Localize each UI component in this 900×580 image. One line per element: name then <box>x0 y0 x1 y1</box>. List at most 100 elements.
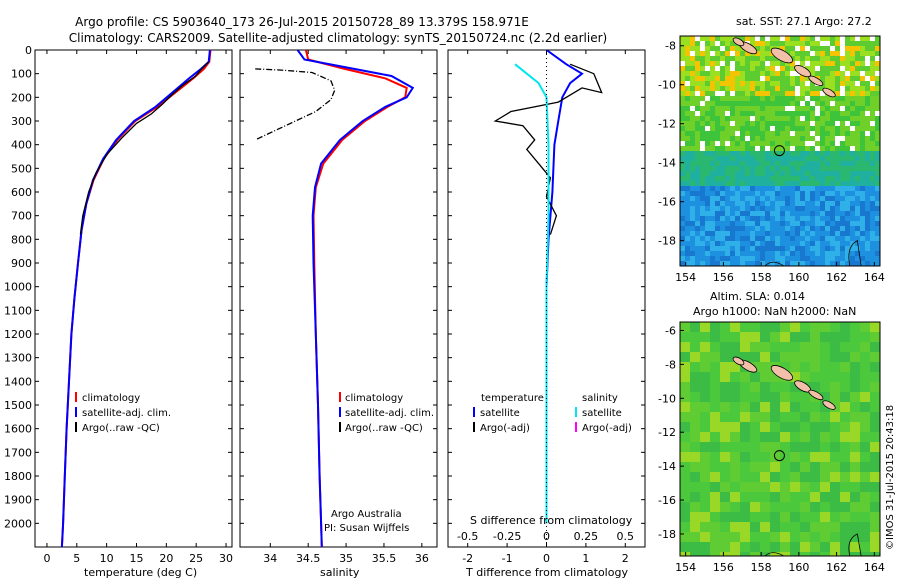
sst_map-cell <box>785 196 790 201</box>
sst_map-cell <box>740 126 745 131</box>
sst_map-cell <box>850 56 855 61</box>
sst_map-cell <box>705 211 710 216</box>
sla_map-field <box>680 322 880 556</box>
sst_map-cell <box>725 171 730 176</box>
sst_map-cell <box>755 136 760 141</box>
sst_map-cell <box>735 241 740 246</box>
sla_map-cell <box>700 382 710 392</box>
sla_map-cell <box>840 352 850 362</box>
sla_map-cell <box>730 432 740 442</box>
sst_map-cell <box>780 261 785 266</box>
sla_map-xtick-label: 162 <box>826 561 847 574</box>
sst_map-cell <box>855 71 860 76</box>
sla_map-cell <box>700 322 710 332</box>
sst_map-cell <box>780 166 785 171</box>
sst_map-cell <box>720 256 725 261</box>
sst_map-cell <box>820 111 825 116</box>
sst_map-cell <box>775 236 780 241</box>
sst_map-cell <box>850 216 855 221</box>
sst_map-cell <box>690 101 695 106</box>
sst_map-cell <box>690 181 695 186</box>
sst_map-cell <box>865 101 870 106</box>
sst_map-cell <box>790 216 795 221</box>
sst_map-cell <box>770 226 775 231</box>
sst_map-cell <box>750 236 755 241</box>
sst_map-cell <box>845 241 850 246</box>
sla_map-cell <box>790 382 800 392</box>
sla_map-cell <box>730 442 740 452</box>
sst_map-cell <box>730 141 735 146</box>
sla_map-island <box>770 365 793 381</box>
sla_map-cell <box>700 492 710 502</box>
sla_map-cell <box>750 512 760 522</box>
sst_map-cell <box>690 51 695 56</box>
sla_map-cell <box>830 472 840 482</box>
sst_map-cell <box>730 226 735 231</box>
sst_map-cell <box>735 51 740 56</box>
sst_map-cell <box>720 221 725 226</box>
sla_map-cell <box>720 392 730 402</box>
sst_map-cell <box>745 111 750 116</box>
sst_map-cell <box>830 211 835 216</box>
sst_map-cell <box>865 231 870 236</box>
sst_map-cell <box>780 41 785 46</box>
sst_map-cell <box>850 61 855 66</box>
sst_map-cell <box>680 136 685 141</box>
sst_map-cell <box>825 146 830 151</box>
sst_map-cell <box>685 156 690 161</box>
sla_map-cell <box>800 552 810 556</box>
sst_map-cell <box>730 46 735 51</box>
sst_map-cell <box>745 196 750 201</box>
sst_map-cell <box>755 76 760 81</box>
sst_map-cell <box>870 166 875 171</box>
sla_map-cell <box>780 332 790 342</box>
sla_map-cell <box>790 522 800 532</box>
sst_map-cell <box>800 86 805 91</box>
sst_map-cell <box>735 221 740 226</box>
sst_map-cell <box>690 41 695 46</box>
sla_map-cell <box>780 412 790 422</box>
sst_map-cell <box>765 36 770 41</box>
sst_map-cell <box>865 51 870 56</box>
sla_map-cell <box>780 512 790 522</box>
difference-s-xtick-label: -0.25 <box>493 530 521 543</box>
sst_map-cell <box>725 156 730 161</box>
sst_map-cell <box>870 236 875 241</box>
sla_map-cell <box>730 482 740 492</box>
sst_map-cell <box>695 206 700 211</box>
sst_map-cell <box>855 211 860 216</box>
sst_map-cell <box>730 76 735 81</box>
sst_map-cell <box>685 96 690 101</box>
sst_map-cell <box>710 156 715 161</box>
sla_map-cell <box>830 432 840 442</box>
sla_map-cell <box>870 342 880 352</box>
sst_map-cell <box>790 81 795 86</box>
sla_map-cell <box>840 432 850 442</box>
sst_map-cell <box>785 126 790 131</box>
sst_map-cell <box>760 191 765 196</box>
sla_map-cell <box>820 432 830 442</box>
sst_map-cell <box>765 161 770 166</box>
sst_map-cell <box>760 211 765 216</box>
sst_map-cell <box>875 171 880 176</box>
sla_map-cell <box>830 452 840 462</box>
sst_map-cell <box>690 96 695 101</box>
sst_map-cell <box>855 256 860 261</box>
sst_map-cell <box>845 166 850 171</box>
sst_map-cell <box>760 41 765 46</box>
sst_map-cell <box>840 251 845 256</box>
sst_map-cell <box>795 91 800 96</box>
sst_map-cell <box>700 91 705 96</box>
sla_map-island <box>732 356 745 366</box>
sst_map-cell <box>725 131 730 136</box>
sst_map-cell <box>680 131 685 136</box>
sst_map-cell <box>680 156 685 161</box>
sst_map-cell <box>730 206 735 211</box>
sst_map-cell <box>710 106 715 111</box>
sla_map-cell <box>730 372 740 382</box>
sst_map-cell <box>740 136 745 141</box>
sst_map-cell <box>715 56 720 61</box>
sst_map-cell <box>845 201 850 206</box>
sla_map-cell <box>800 492 810 502</box>
sst_map-cell <box>840 191 845 196</box>
